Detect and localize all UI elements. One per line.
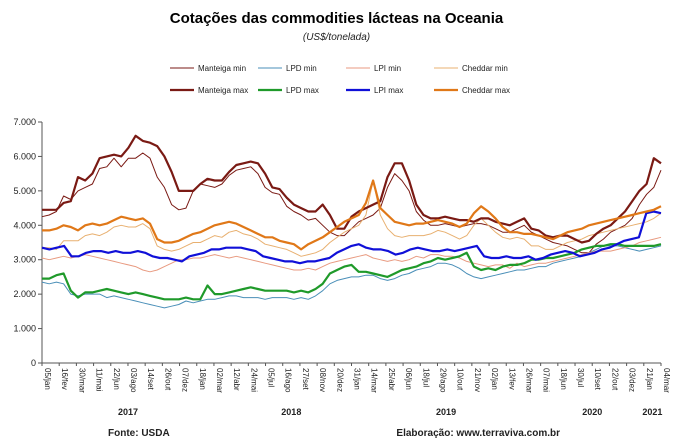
x-tick-label: 29/ago	[438, 368, 447, 393]
x-tick-label: 05/jul	[267, 368, 276, 387]
legend-label: Cheddar min	[462, 64, 508, 73]
x-tick-label: 27/set	[301, 368, 310, 391]
series-line-lpd-max	[42, 243, 662, 301]
legend-label: Manteiga min	[198, 64, 246, 73]
legend-label: LPD min	[286, 64, 317, 73]
y-tick-label: 0	[31, 358, 36, 368]
x-tick-label: 22/jun	[112, 368, 121, 390]
x-tick-label: 07/mai	[542, 368, 551, 392]
year-label: 2021	[642, 407, 662, 417]
series-line-cheddar-min	[42, 180, 662, 257]
x-tick-label: 08/nov	[318, 368, 327, 392]
year-label: 2019	[436, 407, 456, 417]
x-tick-label: 03/ago	[129, 368, 138, 393]
series-line-manteiga-max	[42, 134, 662, 244]
axes: 0 1.000 2.000 3.000 4.000 5.000 6.000 7.000 05/j…	[13, 117, 671, 417]
x-tick-label: 30/jul	[576, 368, 585, 387]
y-tick-label: 4.000	[13, 220, 36, 230]
x-tick-label: 10/set	[593, 368, 602, 391]
x-tick-label: 04/mar	[662, 368, 671, 393]
x-tick-label: 31/jan	[353, 368, 362, 390]
x-tick-label: 18/jan	[198, 368, 207, 390]
y-tick-label: 7.000	[13, 117, 36, 127]
series-line-manteiga-min	[41, 152, 662, 254]
x-tick-label: 22/out	[610, 368, 619, 391]
legend-label: Cheddar max	[462, 86, 510, 95]
credit-note: Elaboração: www.terraviva.com.br	[396, 428, 560, 439]
x-tick-label: 11/mai	[95, 368, 104, 392]
x-tick-label: 02/mar	[215, 368, 224, 393]
legend: Manteiga min LPD min LPI min Cheddar min Man…	[170, 64, 510, 95]
year-label: 2017	[118, 407, 138, 417]
legend-label: LPI max	[374, 86, 403, 95]
y-tick-label: 6.000	[13, 151, 36, 161]
x-tick-label: 10/out	[456, 368, 465, 391]
x-tick-label: 26/mar	[524, 368, 533, 393]
x-tick-label: 30/mar	[77, 368, 86, 393]
series-line-cheddar-max	[42, 179, 662, 251]
legend-label: LPD max	[286, 86, 319, 95]
x-tick-label: 26/out	[163, 368, 172, 391]
x-tick-label: 03/dez	[628, 368, 637, 392]
y-tick-label: 3.000	[13, 255, 36, 265]
x-tick-label: 12/abr	[232, 368, 241, 391]
legend-label: LPI min	[374, 64, 401, 73]
x-tick-label: 21/nov	[473, 368, 482, 392]
x-tick-label: 25/abr	[387, 368, 396, 391]
source-note: Fonte: USDA	[108, 428, 170, 439]
year-label: 2018	[281, 407, 301, 417]
series-line-lpi-max	[41, 210, 662, 265]
x-tick-label: 14/set	[146, 368, 155, 391]
series-line-lpi-min	[41, 236, 662, 273]
x-tick-label: 16/ago	[284, 368, 293, 393]
x-tick-label: 02/jan	[490, 368, 499, 390]
y-tick-label: 5.000	[13, 186, 36, 196]
x-tick-label: 21/jan	[645, 368, 654, 390]
series-line-lpd-min	[41, 245, 662, 309]
x-tick-label: 13/fev	[507, 368, 516, 390]
y-tick-label: 2.000	[13, 289, 36, 299]
year-label: 2020	[582, 407, 602, 417]
chart-title: Cotações das commodities lácteas na Ocea…	[169, 10, 504, 27]
legend-label: Manteiga max	[198, 86, 248, 95]
x-tick-label: 20/dez	[335, 368, 344, 392]
x-tick-label: 18/jul	[421, 368, 430, 387]
x-tick-label: 18/jun	[559, 368, 568, 390]
y-tick-label: 1.000	[13, 324, 36, 334]
x-tick-label: 24/mai	[249, 368, 258, 392]
x-tick-label: 14/mar	[370, 368, 379, 393]
x-tick-label: 16/fev	[60, 368, 69, 390]
x-tick-label: 06/jun	[404, 368, 413, 390]
x-tick-label: 07/dez	[181, 368, 190, 392]
chart-subtitle: (US$/tonelada)	[302, 32, 371, 43]
series-lines	[41, 134, 662, 309]
x-tick-label: 05/jan	[43, 368, 52, 390]
